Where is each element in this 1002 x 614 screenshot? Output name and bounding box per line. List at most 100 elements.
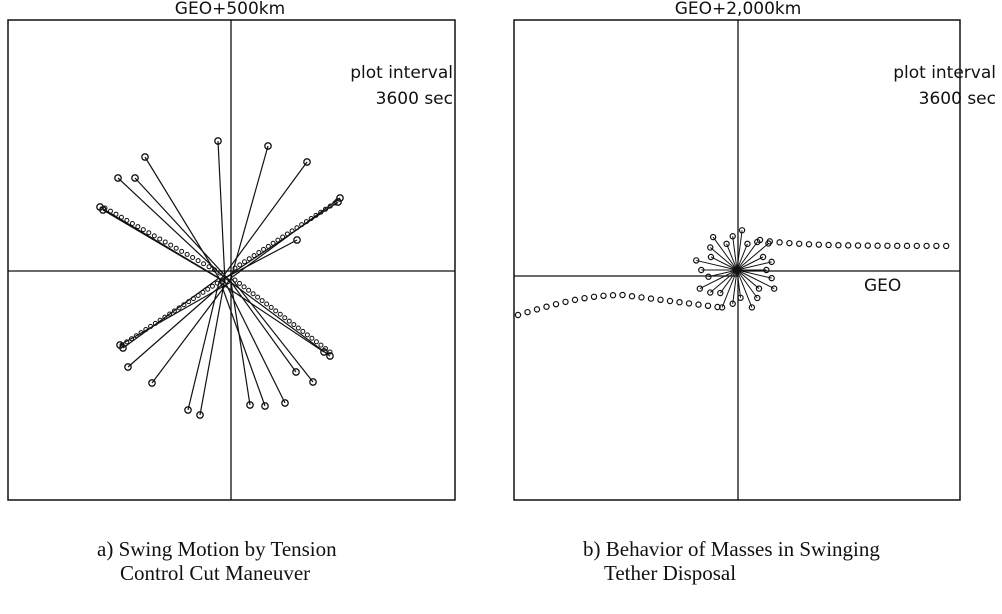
mass [261,246,267,252]
mass [943,242,950,250]
mass [533,306,541,313]
mass [707,253,715,261]
mass [768,274,775,282]
mass [318,209,324,215]
mass [805,241,813,248]
mass [845,242,852,249]
mass [590,293,598,301]
mass [304,332,310,338]
trajectory [96,137,344,419]
mass [334,198,342,206]
tether [230,277,314,383]
mass [717,289,724,297]
mass [167,311,173,317]
tether [217,140,226,283]
tether [102,209,226,283]
tether [230,281,297,373]
tether [736,243,769,271]
mass [514,311,522,319]
mass [754,294,761,302]
mass [124,217,130,223]
mass [113,211,119,217]
mass [242,259,248,265]
mass [232,277,238,283]
mass [152,320,158,326]
tether [224,277,331,357]
mass [709,233,717,241]
mass [707,289,714,296]
mass [318,342,324,348]
mass [181,302,187,308]
tether [736,269,775,290]
mass [619,291,626,299]
mass [219,277,225,283]
tether [736,256,764,271]
mass [903,242,911,250]
caption: a) Swing Motion by Tension [97,537,337,561]
mass [768,258,775,266]
mass [275,237,281,243]
mass [251,253,257,259]
mass [268,304,274,310]
mass [543,303,550,310]
mass [148,379,156,387]
mass [129,336,135,342]
mass [119,342,125,348]
mass [303,219,309,225]
mass [246,287,252,293]
mass [255,294,261,300]
mass [696,285,704,292]
mass [292,368,300,376]
mass [754,238,761,246]
tether [117,177,226,279]
mass [326,352,334,360]
mass [744,240,751,248]
tether [736,269,760,289]
mass [209,283,215,289]
mass [176,305,182,311]
mass [186,299,192,305]
geo-label: GEO [864,276,901,296]
mass [282,315,288,321]
mass [293,236,301,244]
mass [217,270,223,276]
mass [281,399,289,407]
mass [206,264,212,270]
mass [647,295,655,302]
mass [666,297,674,305]
mass [707,244,714,251]
mass [913,242,921,250]
mass [214,280,220,286]
mass [718,304,726,311]
mass [327,203,333,209]
annotation: 3600 sec [376,89,453,109]
panel-title: GEO+500km [175,0,285,19]
mass [195,292,201,298]
mass [581,294,588,302]
trajectory [514,227,950,319]
mass [300,328,306,334]
mass [157,236,163,242]
mass [129,220,135,226]
caption: Control Cut Maneuver [120,561,310,585]
mass [320,348,328,356]
tether [736,269,742,298]
mass [295,325,301,331]
mass [190,296,196,302]
mass [759,253,767,261]
mass [237,262,243,268]
mass [309,335,315,341]
mass [256,250,262,256]
tether [709,269,738,293]
mass [695,301,702,308]
panel-a: GEO+500km plot interval 3600 sec a) Swin… [7,0,456,585]
tether [736,269,753,308]
tether [736,230,743,271]
tether [699,269,738,290]
mass [299,222,305,228]
mass [119,344,127,352]
tether [732,236,738,271]
tether [726,243,738,271]
mass [609,292,617,299]
mass [562,298,569,306]
